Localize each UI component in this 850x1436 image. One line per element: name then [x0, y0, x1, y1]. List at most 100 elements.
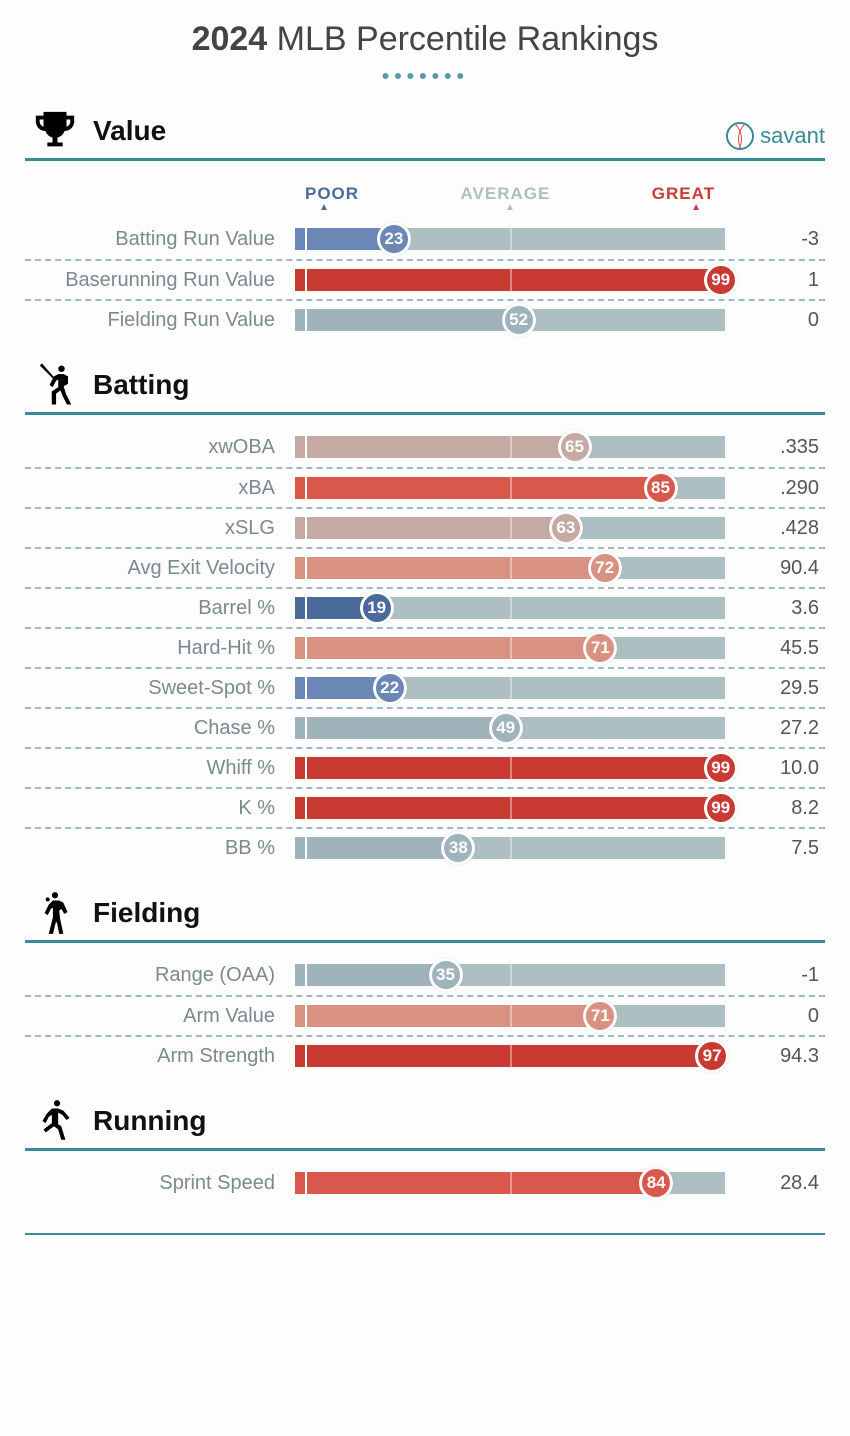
metric-label: Hard-Hit % [25, 637, 295, 660]
metric-label: Baserunning Run Value [25, 269, 295, 292]
tick-mid [510, 226, 512, 252]
bar-fill [295, 517, 566, 539]
bar-track: 85 [295, 477, 725, 499]
metric-value: .335 [725, 436, 825, 459]
bar-fill [295, 797, 721, 819]
tick-mid [510, 835, 512, 861]
brand-text: savant [760, 123, 825, 149]
bar-fill [295, 964, 446, 986]
scale-great-label: GREAT [652, 184, 715, 204]
scale-row: POORAVERAGEGREAT▲▲▲ [25, 173, 825, 213]
metric-row: Batting Run Value 23 -3 [25, 219, 825, 259]
bottom-rule [25, 1233, 825, 1235]
section-title: Value [93, 115, 166, 147]
tick-mid [510, 1043, 512, 1069]
bar-fill [295, 1172, 656, 1194]
tick-start [305, 595, 307, 621]
section-header-fielding: Fielding [25, 885, 825, 943]
percentile-bubble: 22 [373, 671, 407, 705]
metric-row: Arm Value710 [25, 995, 825, 1035]
tick-mid [510, 1170, 512, 1196]
metric-label: BB % [25, 837, 295, 860]
metric-label: xSLG [25, 517, 295, 540]
metric-row: Avg Exit Velocity7290.4 [25, 547, 825, 587]
metric-value: 29.5 [725, 677, 825, 700]
bar-track: 19 [295, 597, 725, 619]
tick-mid [510, 755, 512, 781]
bar-fill [295, 1045, 712, 1067]
metric-value: 8.2 [725, 797, 825, 820]
bar-fill [295, 269, 721, 291]
metric-label: xBA [25, 477, 295, 500]
metric-row: Sprint Speed8428.4 [25, 1163, 825, 1203]
arrow-great-icon: ▲ [691, 202, 701, 213]
percentile-bubble: 65 [558, 430, 592, 464]
metric-value: 0 [725, 309, 825, 332]
metric-row: xBA85.290 [25, 467, 825, 507]
bar-track: 84 [295, 1172, 725, 1194]
metric-label: Sweet-Spot % [25, 677, 295, 700]
bar-track: 71 [295, 637, 725, 659]
tick-mid [510, 267, 512, 293]
metric-value: 90.4 [725, 557, 825, 580]
metric-value: 27.2 [725, 717, 825, 740]
tick-start [305, 555, 307, 581]
tick-start [305, 1043, 307, 1069]
savant-brand: savant [726, 122, 825, 150]
percentile-bubble: 99 [704, 263, 738, 297]
percentile-bubble: 63 [549, 511, 583, 545]
section-title: Running [93, 1105, 207, 1137]
metric-row: BB % 38 7.5 [25, 827, 825, 867]
metric-label: K % [25, 797, 295, 820]
metric-value: 0 [725, 1005, 825, 1028]
metric-row: xSLG63.428 [25, 507, 825, 547]
title-text: MLB Percentile Rankings [277, 20, 659, 58]
tick-mid [510, 635, 512, 661]
fielder-icon [25, 883, 85, 943]
tick-mid [510, 795, 512, 821]
tick-mid [510, 555, 512, 581]
section-header-value: Value savant [25, 103, 825, 161]
metric-label: xwOBA [25, 436, 295, 459]
tick-start [305, 755, 307, 781]
baseball-icon [726, 122, 754, 150]
bar-track: 52 [295, 309, 725, 331]
tick-mid [510, 475, 512, 501]
tick-start [305, 835, 307, 861]
percentile-bubble: 99 [704, 791, 738, 825]
tick-start [305, 226, 307, 252]
percentile-bubble: 71 [583, 999, 617, 1033]
tick-start [305, 434, 307, 460]
metric-value: 7.5 [725, 837, 825, 860]
metric-value: 10.0 [725, 757, 825, 780]
metric-label: Arm Value [25, 1005, 295, 1028]
percentile-bubble: 52 [502, 303, 536, 337]
percentile-bubble: 23 [377, 222, 411, 256]
tick-mid [510, 962, 512, 988]
metric-label: Arm Strength [25, 1045, 295, 1068]
metric-row: Sweet-Spot % 22 29.5 [25, 667, 825, 707]
metric-label: Range (OAA) [25, 964, 295, 987]
tick-start [305, 795, 307, 821]
tick-start [305, 962, 307, 988]
metric-value: 3.6 [725, 597, 825, 620]
section-header-running: Running [25, 1093, 825, 1151]
tick-start [305, 475, 307, 501]
tick-start [305, 1003, 307, 1029]
metric-value: .290 [725, 477, 825, 500]
metric-row: K % 998.2 [25, 787, 825, 827]
metric-row: Chase %4927.2 [25, 707, 825, 747]
bar-fill [295, 757, 721, 779]
tick-mid [510, 595, 512, 621]
bar-fill [295, 309, 519, 331]
metric-value: -3 [725, 228, 825, 251]
bar-track: 72 [295, 557, 725, 579]
percentile-bubble: 99 [704, 751, 738, 785]
bar-track: 71 [295, 1005, 725, 1027]
trophy-icon [25, 101, 85, 161]
percentile-bubble: 38 [441, 831, 475, 865]
tick-mid [510, 515, 512, 541]
title-year: 2024 [192, 20, 268, 58]
batter-icon [25, 355, 85, 415]
metric-label: Batting Run Value [25, 228, 295, 251]
